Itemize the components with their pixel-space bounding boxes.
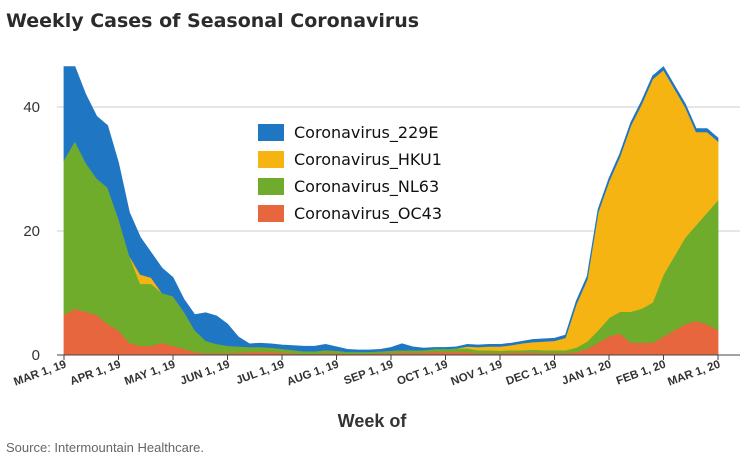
- y-tick-label: 20: [23, 223, 40, 240]
- x-axis: MAR 1, 19 APR 1, 19 MAY 1, 19 JUN 1, 19 JUL …: [12, 354, 740, 389]
- x-tick-label: OCT 1, 19: [396, 359, 450, 388]
- x-tick-label: JUL 1, 19: [235, 359, 286, 387]
- legend: Coronavirus_229E Coronavirus_HKU1 Coronavi…: [258, 123, 442, 224]
- legend-swatch-coronavirus-nl63: [258, 178, 284, 195]
- x-tick-label: MAY 1, 19: [123, 359, 177, 388]
- x-tick-label: AUG 1, 19: [285, 359, 340, 389]
- x-tick-label: MAR 1, 20: [666, 359, 722, 389]
- x-tick-label: FEB 1, 20: [615, 359, 668, 388]
- legend-swatch-coronavirus-oc43: [258, 205, 284, 222]
- x-tick-label: APR 1, 19: [69, 359, 123, 388]
- legend-label-coronavirus-nl63: Coronavirus_NL63: [294, 177, 439, 197]
- x-tick-label: JUN 1, 19: [179, 359, 232, 388]
- x-tick-label: SEP 1, 19: [342, 359, 395, 388]
- y-axis: 0 20 40: [23, 99, 40, 364]
- y-tick-label: 40: [23, 99, 40, 116]
- x-tick-label: NOV 1, 19: [449, 359, 504, 389]
- legend-label-coronavirus-hku1: Coronavirus_HKU1: [294, 150, 442, 170]
- legend-label-coronavirus-oc43: Coronavirus_OC43: [294, 204, 442, 224]
- legend-label-coronavirus-229e: Coronavirus_229E: [294, 123, 439, 143]
- area-coronavirus-229e: [63, 66, 719, 353]
- x-tick-label: JAN 1, 20: [560, 359, 613, 388]
- legend-swatch-coronavirus-hku1: [258, 151, 284, 168]
- chart-title: Weekly Cases of Seasonal Coronavirus: [6, 10, 419, 32]
- legend-swatch-coronavirus-229e: [258, 124, 284, 141]
- legend-box: [250, 116, 498, 228]
- x-tick-label: MAR 1, 19: [12, 359, 68, 389]
- x-tick-label: DEC 1, 19: [505, 359, 559, 388]
- x-axis-label: Week of: [338, 411, 408, 431]
- y-tick-label: 0: [32, 347, 40, 364]
- source-note: Source: Intermountain Healthcare.: [6, 440, 204, 455]
